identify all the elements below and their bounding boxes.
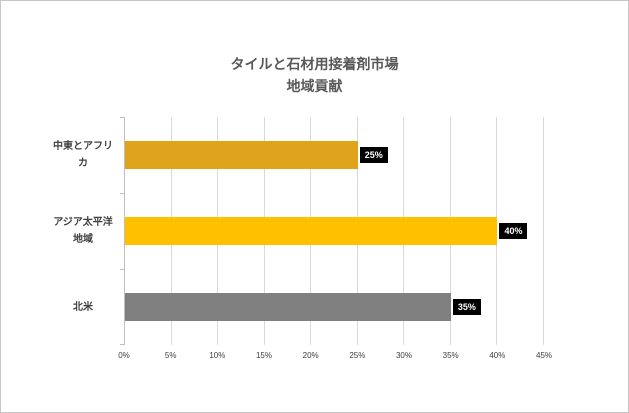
chart-title: タイルと石材用接着剤市場 地域貢献	[1, 53, 628, 98]
bar: 40%	[125, 217, 528, 245]
x-axis-tick-label: 15%	[255, 351, 272, 360]
bar: 25%	[125, 141, 388, 169]
x-axis-tick-label: 30%	[395, 351, 412, 360]
bar-value-label: 25%	[359, 147, 388, 163]
plot-area: 25% 40% 35%	[120, 117, 544, 345]
x-axis-tick-label: 35%	[442, 351, 459, 360]
category-axis: 中東とアフリカ アジア太平洋地域北米	[1, 117, 116, 345]
x-axis-tick-label: 10%	[209, 351, 226, 360]
bar-row: 35%	[125, 269, 544, 345]
bar-row: 40%	[125, 193, 544, 269]
y-axis-tick	[120, 193, 125, 194]
x-axis-tick-label: 0%	[118, 351, 130, 360]
bar-value-label: 35%	[452, 299, 481, 315]
bar-value-label: 40%	[499, 223, 528, 239]
category-label: アジア太平洋地域	[53, 217, 113, 245]
y-axis-tick	[120, 117, 125, 118]
x-axis: 0% 5% 10% 15% 20% 25% 30% 35% 40% 45%	[118, 351, 552, 363]
x-axis-tick-label: 5%	[164, 351, 177, 360]
y-axis-tick	[120, 269, 125, 270]
x-axis-tick-label: 40%	[489, 351, 506, 360]
chart-title-line2: 地域貢献	[286, 78, 343, 95]
x-axis-tick-label: 20%	[302, 351, 319, 360]
bar: 35%	[125, 293, 481, 321]
x-axis-tick-label: 45%	[535, 351, 553, 360]
x-axis-tick-label: 25%	[349, 351, 366, 360]
bar-row: 25%	[125, 117, 544, 193]
category-label: 北米	[73, 301, 93, 313]
chart-title-line1: タイルと石材用接着剤市場	[230, 56, 399, 72]
category-label: 中東とアフリカ	[53, 141, 113, 169]
gridline	[543, 117, 544, 345]
y-axis-tick	[120, 344, 125, 345]
